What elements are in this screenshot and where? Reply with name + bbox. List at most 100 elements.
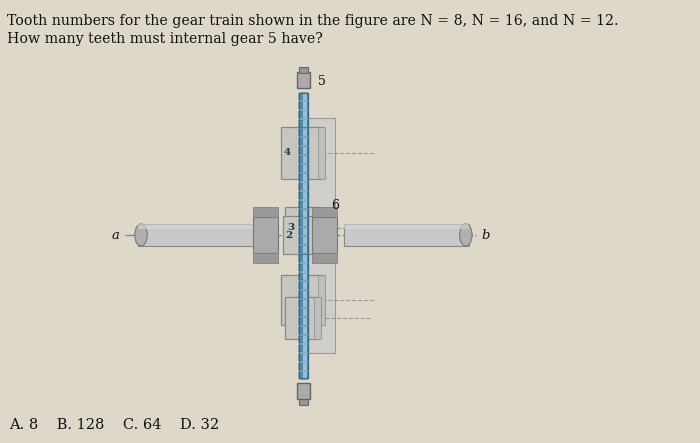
Bar [298, 101, 308, 109]
Bar [303, 128, 307, 136]
Bar [298, 318, 308, 325]
Bar [283, 216, 321, 254]
Bar [303, 299, 307, 307]
Bar [253, 253, 277, 263]
Bar [303, 174, 307, 180]
Bar [298, 237, 308, 244]
Bar [303, 210, 307, 217]
Bar [303, 326, 307, 334]
Bar [298, 345, 308, 351]
Bar [298, 372, 308, 378]
Bar [298, 201, 308, 207]
Bar [303, 101, 307, 109]
Bar [298, 335, 308, 342]
Bar [303, 335, 307, 342]
Bar [298, 128, 308, 136]
Bar [298, 155, 308, 163]
Bar [298, 183, 308, 190]
Bar [303, 174, 307, 180]
Bar [298, 201, 308, 207]
Bar [303, 372, 307, 378]
Bar [298, 281, 308, 288]
Bar [298, 291, 308, 298]
Bar [285, 206, 318, 249]
Bar [303, 128, 307, 136]
Text: 4: 4 [284, 148, 291, 157]
Bar [303, 272, 307, 280]
Bar [298, 174, 308, 180]
Bar [303, 101, 307, 109]
Bar [303, 264, 307, 271]
Bar [298, 120, 308, 127]
Bar [303, 120, 307, 127]
Bar [303, 254, 307, 261]
Bar [281, 275, 322, 325]
Bar [298, 147, 308, 154]
Bar [298, 93, 308, 100]
Bar [303, 164, 307, 171]
Bar [298, 362, 308, 369]
Bar [303, 228, 307, 234]
Bar [303, 137, 307, 144]
Bar [303, 137, 307, 144]
Text: 3: 3 [288, 223, 295, 232]
Bar [298, 254, 308, 261]
Bar [298, 345, 308, 351]
Bar [303, 93, 307, 100]
Bar [303, 191, 307, 198]
Bar [312, 253, 337, 263]
Bar [303, 93, 307, 100]
Bar [303, 254, 307, 261]
Bar [303, 155, 307, 163]
Bar [303, 237, 307, 244]
Bar [303, 281, 307, 288]
Bar [303, 362, 307, 369]
Bar [298, 354, 308, 361]
Bar [298, 308, 308, 315]
Bar [298, 245, 308, 253]
Bar [312, 217, 337, 253]
Bar [303, 191, 307, 198]
Bar [312, 207, 337, 217]
Bar [298, 335, 308, 342]
Bar [303, 354, 307, 361]
Bar [298, 137, 308, 144]
Bar [298, 264, 308, 271]
Bar [298, 272, 308, 280]
Text: Tooth numbers for the gear train shown in the figure are N = 8, N = 16, and N = : Tooth numbers for the gear train shown i… [7, 14, 619, 28]
Bar [298, 137, 308, 144]
Bar [298, 210, 308, 217]
Bar [303, 299, 307, 307]
Bar [303, 183, 307, 190]
Bar [285, 296, 318, 338]
Bar [298, 93, 308, 100]
Bar [298, 164, 308, 171]
Bar [303, 147, 307, 154]
Text: A. 8    B. 128    C. 64    D. 32: A. 8 B. 128 C. 64 D. 32 [9, 418, 219, 432]
Bar [303, 237, 307, 244]
Bar [298, 326, 308, 334]
Bar [344, 224, 468, 229]
Ellipse shape [460, 224, 472, 246]
Bar [298, 110, 308, 117]
Bar [298, 228, 308, 234]
Bar [298, 254, 308, 261]
Text: 5: 5 [318, 75, 326, 88]
Text: 6: 6 [332, 198, 340, 211]
Text: 2: 2 [286, 230, 293, 240]
Bar [298, 228, 308, 234]
Bar [298, 71, 309, 88]
Bar [308, 117, 335, 353]
Bar [298, 382, 309, 399]
Bar [298, 164, 308, 171]
Bar [303, 354, 307, 361]
Bar [298, 191, 308, 198]
Bar [344, 224, 468, 246]
Bar [303, 362, 307, 369]
Bar [303, 218, 307, 225]
Text: a: a [112, 229, 120, 241]
Bar [314, 296, 321, 338]
Bar [303, 291, 307, 298]
Bar [298, 128, 308, 136]
Bar [298, 183, 308, 190]
